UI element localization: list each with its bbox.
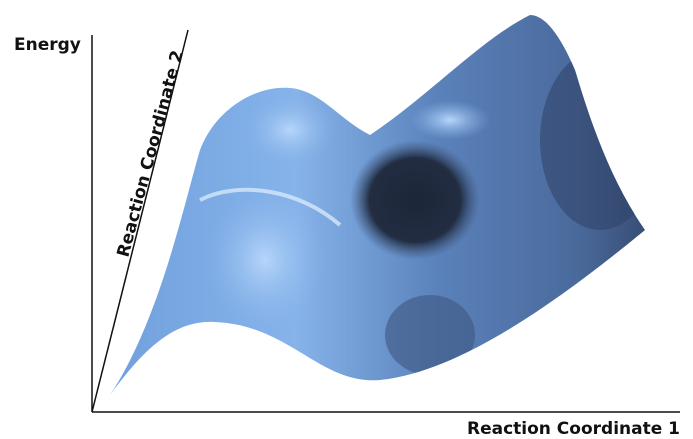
coordinate-1-label: Reaction Coordinate 1 [467, 419, 680, 439]
light-region [205, 190, 325, 330]
light-region [245, 95, 335, 165]
coordinate-2-label: Reaction Coordinate 2 [114, 48, 188, 259]
light-region [410, 100, 490, 140]
energy-label: Energy [14, 35, 81, 55]
dark-region [540, 50, 660, 230]
surface [100, 10, 660, 410]
energy-well [350, 140, 480, 260]
dark-region [385, 295, 475, 375]
energy-surface-diagram: Energy Reaction Coordinate 2 Reaction Co… [0, 0, 693, 439]
